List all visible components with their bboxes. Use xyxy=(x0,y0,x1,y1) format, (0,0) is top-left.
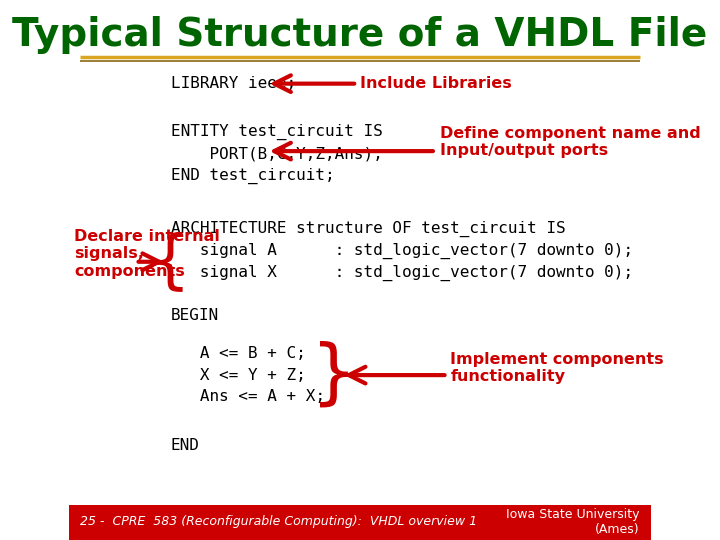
Text: ENTITY test_circuit IS: ENTITY test_circuit IS xyxy=(171,124,382,140)
Text: LIBRARY ieee;: LIBRARY ieee; xyxy=(171,76,296,91)
Text: Typical Structure of a VHDL File: Typical Structure of a VHDL File xyxy=(12,16,708,54)
Text: Declare internal
signals,
components: Declare internal signals, components xyxy=(74,229,220,279)
Text: 25 -  CPRE  583 (Reconfigurable Computing):  VHDL overview 1: 25 - CPRE 583 (Reconfigurable Computing)… xyxy=(81,515,477,529)
Text: PORT(B,C,Y,Z,Ans);: PORT(B,C,Y,Z,Ans); xyxy=(171,146,382,161)
Text: {: { xyxy=(149,231,190,293)
Text: BEGIN: BEGIN xyxy=(171,308,219,323)
Text: signal X      : std_logic_vector(7 downto 0);: signal X : std_logic_vector(7 downto 0); xyxy=(171,265,633,281)
Text: Include Libraries: Include Libraries xyxy=(360,76,512,91)
Text: END: END xyxy=(171,438,199,453)
Text: }: } xyxy=(311,341,356,410)
Text: X <= Y + Z;: X <= Y + Z; xyxy=(171,368,305,383)
Text: Iowa State University
(Ames): Iowa State University (Ames) xyxy=(506,508,640,536)
Text: Implement components
functionality: Implement components functionality xyxy=(450,352,664,384)
Text: signal A      : std_logic_vector(7 downto 0);: signal A : std_logic_vector(7 downto 0); xyxy=(171,243,633,259)
Text: A <= B + C;: A <= B + C; xyxy=(171,346,305,361)
Text: END test_circuit;: END test_circuit; xyxy=(171,167,334,184)
Text: Define component name and
Input/output ports: Define component name and Input/output p… xyxy=(440,126,701,158)
Text: ARCHITECTURE structure OF test_circuit IS: ARCHITECTURE structure OF test_circuit I… xyxy=(171,221,565,238)
Bar xyxy=(68,505,652,539)
Text: Ans <= A + X;: Ans <= A + X; xyxy=(171,389,325,404)
